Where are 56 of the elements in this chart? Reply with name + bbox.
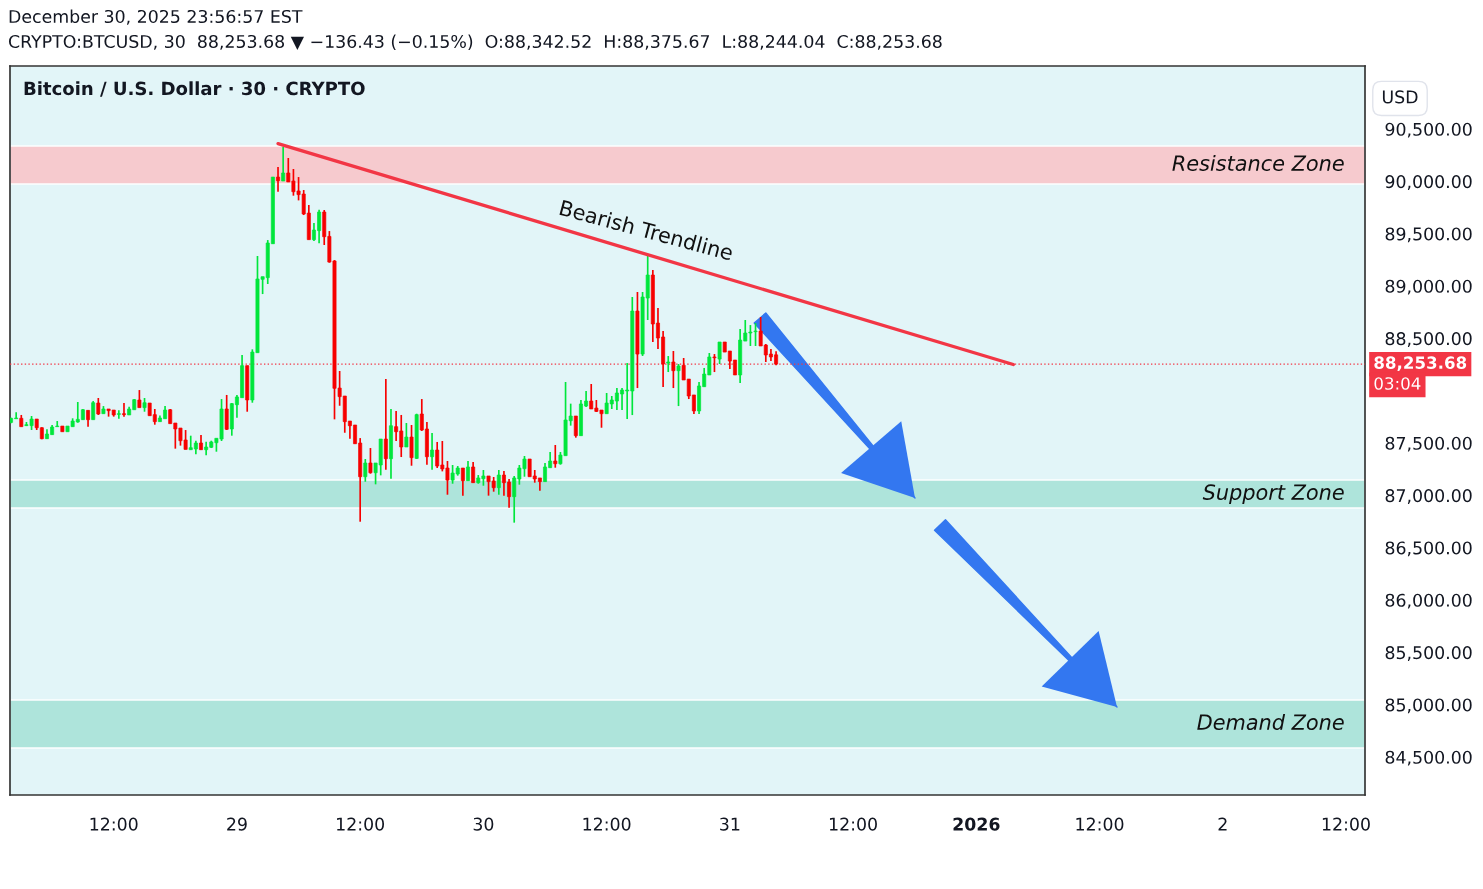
y-tick-label: 84,500.00 <box>1385 750 1472 766</box>
y-tick-label: 87,500.00 <box>1385 436 1472 452</box>
candlestick <box>276 166 280 193</box>
ref-line-label: 88,253.68 <box>1374 356 1467 372</box>
y-tick-label: 85,500.00 <box>1385 646 1472 661</box>
y-tick-label: 87,000.00 <box>1385 489 1472 504</box>
y-tick-label: 89,000.00 <box>1385 279 1472 295</box>
candlestick <box>91 400 96 421</box>
candlestick <box>224 394 229 431</box>
candlestick <box>383 378 388 471</box>
candlestick <box>553 444 558 469</box>
candlestick <box>368 447 373 475</box>
candlestick <box>471 461 476 484</box>
band-label: Resistance Zone <box>1172 154 1344 172</box>
x-tick-label: 12:00 <box>90 817 138 831</box>
candlestick <box>666 355 671 373</box>
candlestick <box>573 415 578 439</box>
text: Bitcoin / U.S. Dollar · 30 · CRYPTO <box>24 81 365 97</box>
x-tick-label: 12:00 <box>337 817 385 831</box>
candlestick <box>460 467 465 497</box>
candlestick <box>466 460 470 482</box>
band-label: Demand Zone <box>1197 713 1344 731</box>
y-tick-label: 89,500.00 <box>1385 227 1472 243</box>
text: December 30, 2025 23:56:57 EST <box>9 9 303 25</box>
x-tick-label: 2026 <box>953 817 1000 831</box>
x-tick-label: 12:00 <box>1322 817 1370 831</box>
x-tick-label: 2 <box>1218 817 1227 831</box>
text: 03:04 <box>1374 377 1421 390</box>
y-tick-label: 86,500.00 <box>1385 541 1472 557</box>
x-tick-label: 29 <box>227 817 247 831</box>
candlestick <box>671 350 676 389</box>
candlestick <box>717 341 722 365</box>
y-tick-label: 86,000.00 <box>1385 593 1472 609</box>
candlestick <box>712 353 717 373</box>
candlestick <box>430 432 434 471</box>
y-tick-label: 88,500.00 <box>1385 332 1472 347</box>
x-tick-label: 31 <box>720 817 740 831</box>
x-tick-label: 12:00 <box>829 817 877 831</box>
x-tick-label: 12:00 <box>583 817 631 831</box>
candlestick <box>496 469 501 496</box>
candlestick <box>14 411 19 420</box>
y-tick-label: 85,000.00 <box>1385 698 1472 714</box>
candlestick <box>363 458 368 483</box>
y-tick-label: 90,000.00 <box>1385 175 1472 190</box>
chart-subtitle: CRYPTO:BTCUSD, 30 88,253.68 ▼ −136.43 (−0.15%) O:88,342.52 H:88,375.67 L:88,244.04 C:88,253.68 <box>8 34 942 51</box>
candlestick <box>409 424 414 467</box>
candlestick <box>116 409 121 420</box>
x-tick-label: 30 <box>473 817 494 831</box>
candlestick <box>281 145 286 182</box>
candlestick <box>404 422 409 448</box>
band-label: Support Zone <box>1202 484 1344 505</box>
candlestick <box>676 363 681 407</box>
candlestick <box>122 402 126 418</box>
y-axis-title: USD <box>1382 90 1418 104</box>
x-tick-label: 12:00 <box>1076 817 1124 831</box>
y-tick-label: 90,500.00 <box>1385 122 1472 138</box>
